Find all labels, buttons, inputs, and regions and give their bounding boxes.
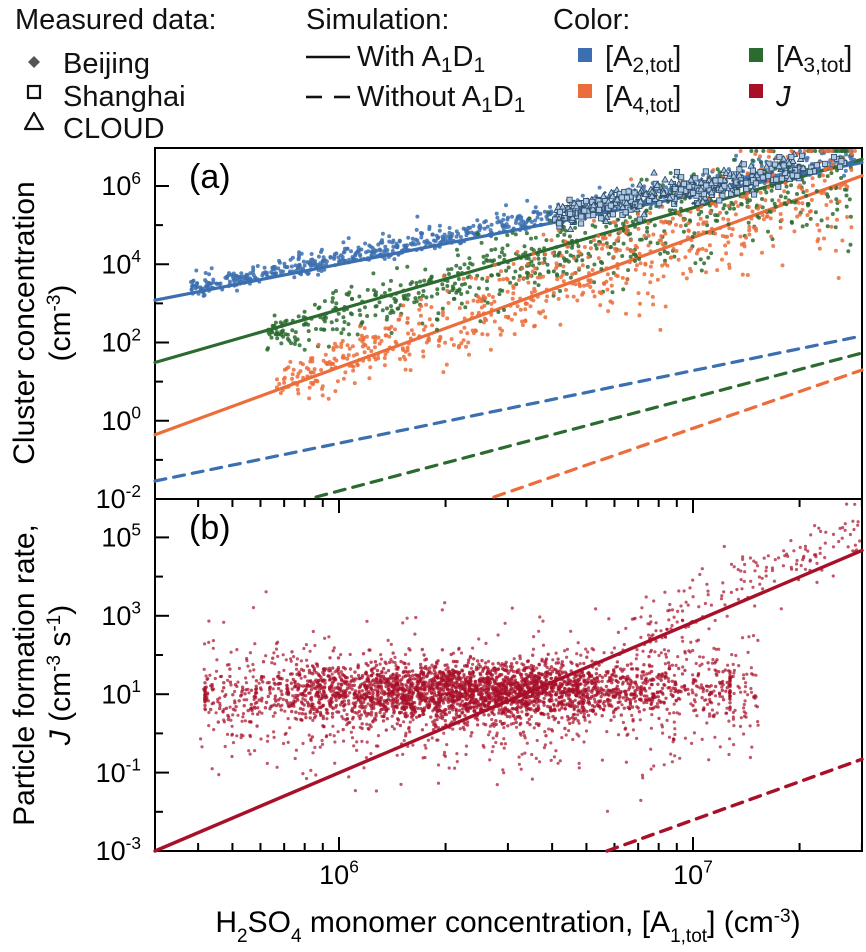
svg-text:Shanghai: Shanghai <box>63 81 186 113</box>
svg-text:CLOUD: CLOUD <box>63 113 165 145</box>
svg-text:With A1D1: With A1D1 <box>357 41 485 77</box>
svg-text:Measured data:: Measured data: <box>15 4 217 36</box>
svg-text:Color:: Color: <box>553 4 630 36</box>
svg-text:J: J <box>775 81 791 113</box>
svg-text:Without A1D1: Without A1D1 <box>357 81 525 117</box>
svg-text:Simulation:: Simulation: <box>306 4 449 36</box>
svg-text:Beijing: Beijing <box>63 48 150 80</box>
